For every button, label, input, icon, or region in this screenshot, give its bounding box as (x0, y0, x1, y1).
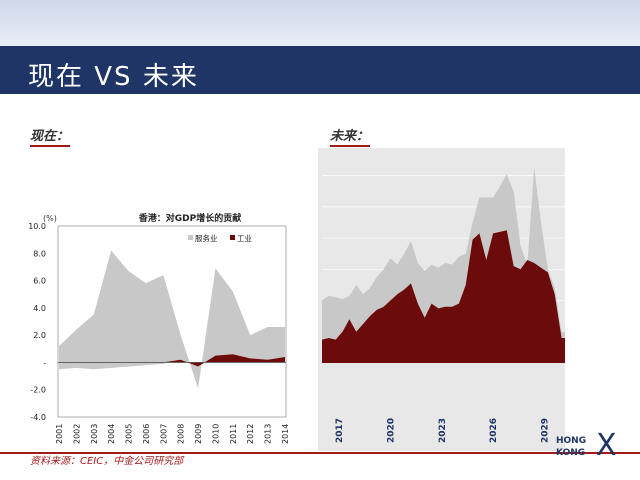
left-y-tick-label: 4.0 (33, 304, 46, 313)
left-x-tick-label: 2005 (125, 424, 134, 444)
left-x-tick-label: 2013 (264, 424, 273, 444)
left-x-tick-label: 2010 (211, 424, 220, 444)
left-y-tick-label: -2.0 (30, 386, 46, 395)
hong-kong-logo: HONG KONG X (556, 428, 617, 465)
left-y-tick-label: -4.0 (30, 413, 46, 422)
left-x-tick-label: 2008 (177, 424, 186, 444)
right-x-tick-label: 2017 (335, 418, 345, 443)
left-x-tick-label: 2014 (281, 424, 290, 444)
left-x-tick-label: 2011 (229, 424, 238, 444)
title-bar (0, 46, 640, 94)
left-x-tick-label: 2006 (142, 424, 151, 444)
left-x-tick-label: 2002 (72, 424, 81, 444)
left-x-tick-label: 2012 (246, 424, 255, 444)
slide-title: 现在 VS 未来 (28, 62, 199, 92)
logo-x-icon: X (596, 428, 617, 463)
legend-swatch-industry (230, 235, 235, 240)
left-y-axis-label: (%) (43, 214, 57, 223)
left-x-tick-label: 2001 (55, 424, 64, 444)
left-y-tick-label: - (43, 358, 46, 367)
left-x-tick-label: 2004 (107, 424, 116, 444)
right-x-tick-label: 2026 (489, 418, 499, 443)
legend-swatch-services (188, 235, 193, 240)
left-series-industry-area (59, 354, 285, 367)
section-label-now: 现在： (30, 125, 71, 147)
right-x-tick-label: 2029 (540, 418, 550, 443)
right-x-tick-label: 2020 (386, 418, 396, 443)
left-x-tick-label: 2003 (90, 424, 99, 444)
section-label-future: 未来： (330, 125, 371, 147)
left-series-services-area (59, 250, 285, 389)
left-y-tick-label: 10.0 (28, 222, 46, 231)
header-band (0, 0, 640, 46)
left-x-tick-label: 2009 (194, 424, 203, 444)
left-y-tick-label: 2.0 (33, 331, 46, 340)
footer-divider (0, 452, 640, 454)
legend-label-industry: 工业 (237, 233, 252, 243)
left-chart-title: 香港：对GDP增长的贡献 (138, 212, 241, 224)
right-x-tick-label: 2023 (438, 418, 448, 443)
left-y-tick-label: 6.0 (33, 277, 46, 286)
legend-label-services: 服务业 (195, 233, 218, 243)
left-x-tick-label: 2007 (159, 424, 168, 444)
left-y-tick-label: 8.0 (33, 249, 46, 258)
source-note: 资料来源：CEIC，中金公司研究部 (30, 456, 184, 467)
logo-text-hong: HONG (556, 436, 587, 446)
logo-text-kong: KONG (556, 448, 586, 458)
right-series-lower-area (322, 230, 565, 363)
